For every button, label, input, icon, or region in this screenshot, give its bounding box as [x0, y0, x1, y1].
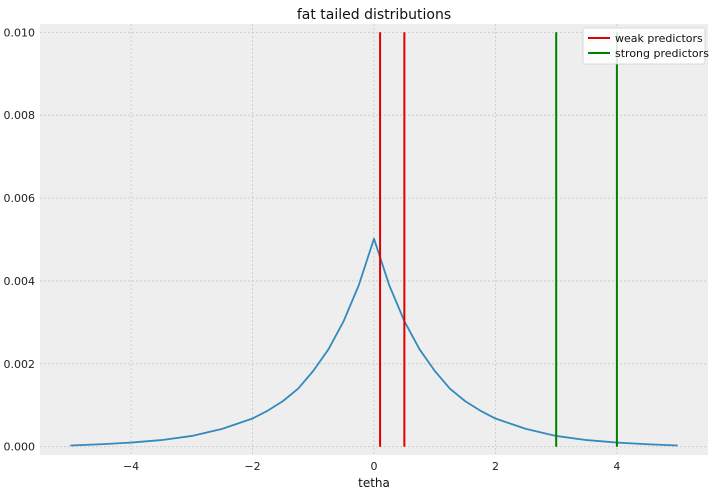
legend-label-strong-predictors: strong predictors [615, 47, 709, 60]
chart-title: fat tailed distributions [297, 7, 451, 23]
legend-label-weak-predictors: weak predictors [615, 32, 703, 45]
legend: weak predictors strong predictors [582, 27, 709, 65]
y-tick-label: 0.000 [4, 441, 36, 454]
y-tick-label: 0.010 [4, 26, 36, 39]
grid-lines [40, 24, 708, 455]
x-tick-label: −4 [123, 460, 139, 473]
x-tick-labels: −4 −2 0 2 4 [123, 460, 620, 473]
y-tick-label: 0.004 [4, 275, 36, 288]
y-tick-label: 0.002 [4, 358, 36, 371]
distribution-curve [70, 237, 678, 447]
x-tick-label: 4 [613, 460, 620, 473]
y-tick-label: 0.006 [4, 192, 36, 205]
y-tick-labels: 0.000 0.002 0.004 0.006 0.008 0.010 [4, 26, 36, 453]
curve-group [70, 237, 678, 447]
y-tick-label: 0.008 [4, 109, 36, 122]
x-tick-label: 0 [371, 460, 378, 473]
x-tick-label: 2 [492, 460, 499, 473]
legend-box [582, 27, 706, 65]
x-tick-label: −2 [244, 460, 260, 473]
vline-group [379, 32, 618, 447]
x-axis-label: tetha [358, 476, 390, 490]
